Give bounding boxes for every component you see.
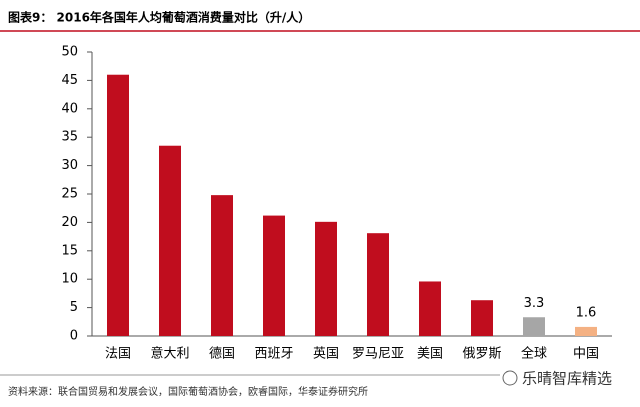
x-tick-label: 美国	[417, 347, 443, 362]
y-tick-label: 30	[61, 158, 78, 173]
y-tick-label: 45	[61, 73, 78, 88]
bar	[315, 221, 337, 336]
bar	[159, 145, 181, 336]
value-label: 3.3	[524, 296, 545, 311]
source: 资料来源：联合国贸易和发展会议，国际葡萄酒协会，欧睿国际，华泰证券研究所	[8, 385, 368, 398]
watermark-icon	[502, 370, 518, 386]
watermark: 乐晴智库精选	[522, 370, 612, 388]
bar	[575, 326, 597, 336]
bar	[367, 233, 389, 336]
y-tick-label: 25	[61, 187, 78, 202]
x-tick-label: 俄罗斯	[462, 347, 501, 362]
bar	[263, 215, 285, 336]
y-tick-label: 20	[61, 215, 78, 230]
x-tick-label: 西班牙	[254, 347, 293, 362]
x-tick-label: 德国	[209, 347, 235, 362]
bar	[419, 281, 441, 336]
y-tick-label: 15	[61, 243, 78, 258]
y-tick-label: 10	[61, 272, 78, 287]
x-tick-label: 英国	[313, 347, 339, 362]
bar	[523, 317, 545, 336]
y-tick-label: 0	[70, 329, 78, 344]
y-tick-label: 40	[61, 101, 78, 116]
chart-title: 图表9： 2016年各国年人均葡萄酒消费量对比（升/人）	[8, 10, 310, 25]
y-tick-label: 35	[61, 130, 78, 145]
x-tick-label: 意大利	[150, 346, 189, 362]
bar	[107, 74, 129, 336]
bar	[211, 195, 233, 336]
value-label: 1.6	[576, 305, 597, 320]
x-tick-label: 中国	[573, 347, 599, 362]
y-tick-label: 50	[61, 45, 78, 60]
bar	[471, 300, 493, 336]
x-tick-label: 全球	[521, 346, 547, 362]
y-tick-label: 5	[70, 300, 78, 315]
x-tick-label: 罗马尼亚	[352, 347, 404, 362]
x-tick-label: 法国	[105, 347, 131, 362]
